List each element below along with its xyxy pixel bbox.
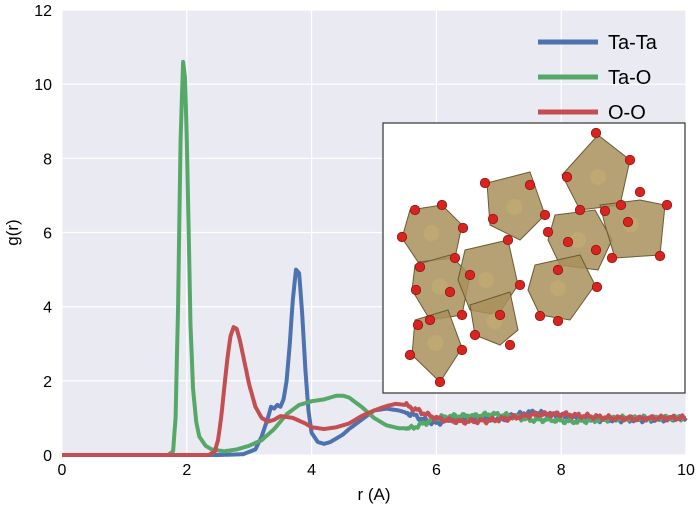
legend: Ta-Ta Ta-O O-O bbox=[538, 32, 658, 124]
y-tick-label: 8 bbox=[43, 151, 52, 168]
oxygen-atom bbox=[456, 344, 468, 356]
oxygen-atom bbox=[424, 314, 436, 326]
oxygen-atom bbox=[436, 199, 448, 211]
tick-labels: 0 2 4 6 8 10 0 2 4 6 8 10 12 bbox=[34, 3, 695, 479]
oxygen-atom bbox=[552, 264, 564, 276]
oxygen-atom bbox=[534, 310, 546, 322]
structure-inset-image bbox=[382, 122, 686, 394]
x-tick-label: 2 bbox=[182, 462, 191, 479]
tantalum-atom bbox=[590, 169, 606, 185]
oxygen-atom bbox=[487, 213, 499, 225]
oxygen-atom bbox=[409, 204, 421, 216]
tantalum-atom bbox=[550, 280, 566, 297]
oxygen-atom bbox=[449, 252, 461, 264]
oxygen-atom bbox=[464, 269, 476, 281]
tantalum-atom bbox=[570, 232, 586, 248]
oxygen-atom bbox=[457, 222, 469, 234]
oxygen-atom bbox=[622, 216, 634, 228]
oxygen-atoms bbox=[396, 127, 673, 388]
x-tick-label: 8 bbox=[557, 462, 566, 479]
oxygen-atom bbox=[574, 204, 586, 216]
y-tick-label: 4 bbox=[43, 300, 52, 317]
x-tick-label: 4 bbox=[307, 462, 316, 479]
oxygen-atom bbox=[590, 127, 602, 139]
oxygen-atom bbox=[434, 376, 446, 388]
x-tick-label: 0 bbox=[58, 462, 67, 479]
oxygen-atom bbox=[414, 261, 426, 273]
oxygen-atom bbox=[479, 177, 491, 189]
legend-label: O-O bbox=[608, 102, 646, 124]
oxygen-atom bbox=[606, 252, 618, 264]
oxygen-atom bbox=[561, 171, 573, 183]
oxygen-atom bbox=[615, 199, 627, 211]
oxygen-atom bbox=[412, 319, 424, 331]
x-tick-label: 6 bbox=[432, 462, 441, 479]
x-axis-label: r (A) bbox=[357, 485, 390, 504]
legend-label: Ta-O bbox=[608, 67, 651, 89]
oxygen-atom bbox=[591, 281, 603, 293]
y-tick-label: 2 bbox=[43, 374, 52, 391]
oxygen-atom bbox=[562, 236, 574, 248]
oxygen-atom bbox=[542, 226, 554, 238]
legend-label: Ta-Ta bbox=[608, 32, 658, 54]
oxygen-atom bbox=[469, 329, 481, 341]
tantalum-atom bbox=[431, 278, 448, 295]
y-tick-label: 10 bbox=[34, 77, 52, 94]
tantalum-atom bbox=[506, 199, 523, 215]
oxygen-atom bbox=[404, 349, 416, 361]
x-tick-label: 10 bbox=[677, 462, 695, 479]
oxygen-atom bbox=[494, 309, 506, 321]
oxygen-atom bbox=[624, 154, 636, 166]
oxygen-atom bbox=[552, 315, 564, 327]
oxygen-atom bbox=[396, 231, 408, 243]
oxygen-atom bbox=[456, 309, 468, 321]
oxygen-atom bbox=[410, 284, 422, 296]
oxygen-atom bbox=[590, 244, 602, 256]
oxygen-atom bbox=[514, 279, 526, 291]
tantalum-atom bbox=[423, 225, 440, 241]
oxygen-atom bbox=[634, 186, 646, 198]
oxygen-atom bbox=[504, 339, 516, 351]
series-line-o-o bbox=[61, 325, 687, 457]
oxygen-atom bbox=[502, 234, 514, 246]
oxygen-atom bbox=[654, 250, 666, 262]
tantalum-atom bbox=[427, 335, 444, 351]
oxygen-atom bbox=[524, 179, 536, 191]
y-tick-label: 12 bbox=[34, 3, 52, 20]
tantalum-oxide-polyhedra bbox=[401, 134, 666, 383]
series-layer bbox=[61, 59, 688, 457]
y-axis-label: g(r) bbox=[3, 219, 22, 245]
oxygen-atom bbox=[539, 209, 551, 221]
y-tick-label: 0 bbox=[43, 448, 52, 465]
oxygen-atom bbox=[444, 286, 456, 298]
oxygen-atom bbox=[599, 205, 611, 217]
oxygen-atom bbox=[661, 199, 673, 211]
y-tick-label: 6 bbox=[43, 226, 52, 243]
tantalum-atom bbox=[478, 272, 495, 288]
